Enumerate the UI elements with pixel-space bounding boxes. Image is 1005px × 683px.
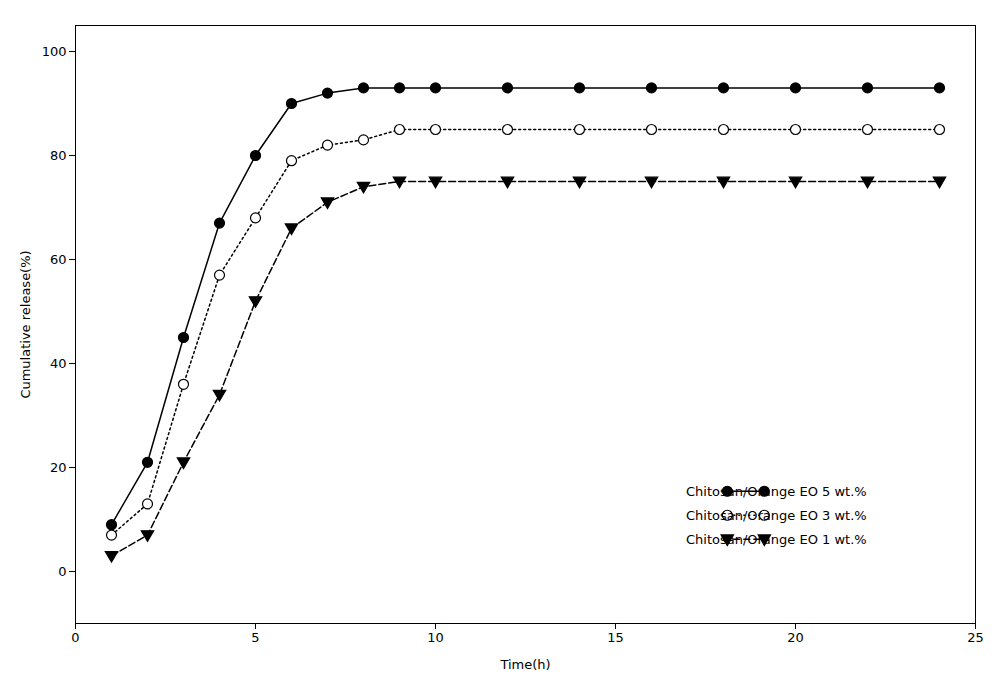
- svg-text:10: 10: [427, 630, 444, 645]
- svg-text:40: 40: [50, 356, 67, 371]
- svg-text:Chitosan/Orange EO 5 wt.%: Chitosan/Orange EO 5 wt.%: [686, 484, 867, 499]
- svg-text:20: 20: [50, 460, 67, 475]
- svg-text:20: 20: [787, 630, 804, 645]
- svg-text:5: 5: [251, 630, 259, 645]
- svg-text:0: 0: [71, 630, 79, 645]
- svg-text:Chitosan/Orange EO 1 wt.%: Chitosan/Orange EO 1 wt.%: [686, 532, 867, 547]
- svg-text:100: 100: [42, 44, 67, 59]
- svg-text:25: 25: [967, 630, 984, 645]
- svg-text:0: 0: [58, 564, 66, 579]
- svg-text:Time(h): Time(h): [499, 657, 550, 672]
- svg-text:Cumulative release(%): Cumulative release(%): [18, 250, 33, 398]
- svg-text:60: 60: [50, 252, 67, 267]
- svg-text:15: 15: [607, 630, 624, 645]
- svg-text:80: 80: [50, 148, 67, 163]
- svg-text:Chitosan/Orange EO 3 wt.%: Chitosan/Orange EO 3 wt.%: [686, 508, 867, 523]
